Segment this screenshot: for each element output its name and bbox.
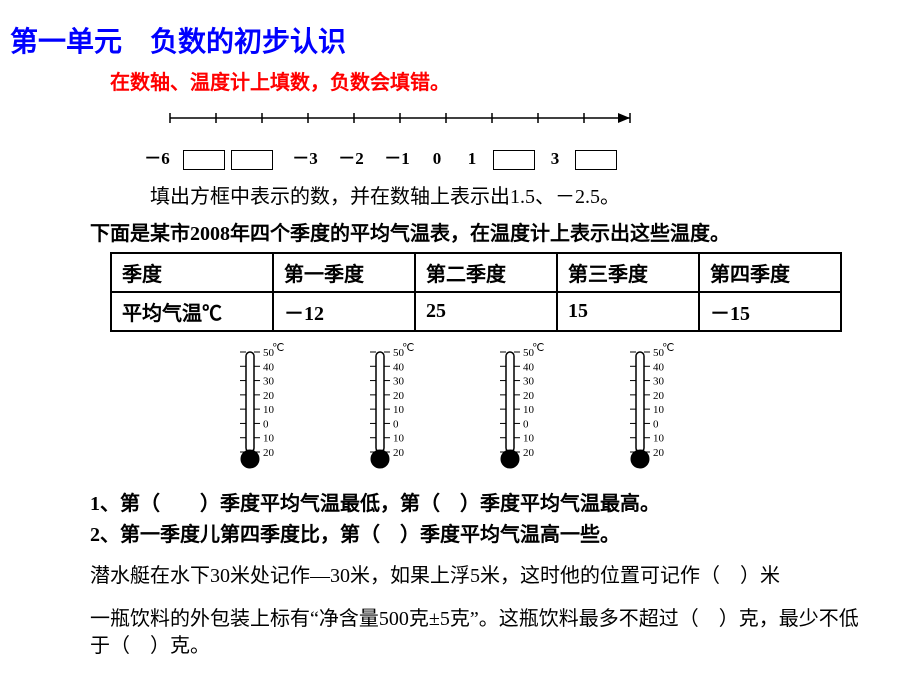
table-cell: 25 xyxy=(415,292,557,331)
table-cell: 第一季度 xyxy=(273,253,415,292)
svg-text:50: 50 xyxy=(393,347,405,359)
svg-text:0: 0 xyxy=(263,419,269,431)
table-cell: 第四季度 xyxy=(699,253,841,292)
number-line xyxy=(150,103,910,138)
svg-text:10: 10 xyxy=(393,404,405,416)
svg-text:0: 0 xyxy=(523,419,529,431)
paragraph-submarine: 潜水艇在水下30米处记作—30米，如果上浮5米，这时他的位置可记作（ ）米 xyxy=(90,563,870,590)
table-cell: 平均气温℃ xyxy=(111,292,273,331)
svg-text:20: 20 xyxy=(523,390,535,402)
table-cell: －12 xyxy=(273,292,415,331)
svg-text:30: 30 xyxy=(263,376,275,388)
table-cell: 第三季度 xyxy=(557,253,699,292)
svg-text:40: 40 xyxy=(263,361,275,373)
table-cell: 15 xyxy=(557,292,699,331)
svg-text:20: 20 xyxy=(393,447,405,459)
svg-text:10: 10 xyxy=(393,433,405,445)
svg-text:40: 40 xyxy=(653,361,665,373)
svg-text:50: 50 xyxy=(263,347,275,359)
svg-text:20: 20 xyxy=(263,390,275,402)
table-cell: －15 xyxy=(699,292,841,331)
svg-text:10: 10 xyxy=(263,404,275,416)
svg-text:10: 10 xyxy=(523,433,535,445)
thermometers: ℃504030201001020℃504030201001020℃5040302… xyxy=(220,342,910,477)
svg-text:10: 10 xyxy=(653,404,665,416)
temperature-table: 季度第一季度第二季度第三季度第四季度平均气温℃－122515－15 xyxy=(110,252,842,332)
svg-text:0: 0 xyxy=(653,419,659,431)
table-cell: 季度 xyxy=(111,253,273,292)
svg-text:20: 20 xyxy=(263,447,275,459)
svg-text:20: 20 xyxy=(653,390,665,402)
svg-text:50: 50 xyxy=(653,347,665,359)
question-1: 1、第（ ）季度平均气温最低，第（ ）季度平均气温最高。 xyxy=(90,487,910,516)
number-line-labels: －6－3－2－1013 xyxy=(134,144,910,170)
svg-text:10: 10 xyxy=(523,404,535,416)
svg-text:10: 10 xyxy=(263,433,275,445)
svg-text:40: 40 xyxy=(393,361,405,373)
svg-text:20: 20 xyxy=(653,447,665,459)
table-cell: 第二季度 xyxy=(415,253,557,292)
numberline-caption: 填出方框中表示的数，并在数轴上表示出1.5、－2.5。 xyxy=(150,180,910,209)
question-2: 2、第一季度儿第四季度比，第（ ）季度平均气温高一些。 xyxy=(90,518,910,547)
paragraph-bottle: 一瓶饮料的外包装上标有“净含量500克±5克”。这瓶饮料最多不超过（ ）克，最少… xyxy=(90,606,870,660)
svg-text:30: 30 xyxy=(653,376,665,388)
svg-text:40: 40 xyxy=(523,361,535,373)
warning-subtitle: 在数轴、温度计上填数，负数会填错。 xyxy=(110,66,910,95)
table-instruction: 下面是某市2008年四个季度的平均气温表，在温度计上表示出这些温度。 xyxy=(90,217,910,246)
svg-text:10: 10 xyxy=(653,433,665,445)
svg-text:20: 20 xyxy=(393,390,405,402)
svg-text:50: 50 xyxy=(523,347,535,359)
svg-text:30: 30 xyxy=(393,376,405,388)
unit-title: 第一单元 负数的初步认识 xyxy=(10,20,910,60)
svg-text:20: 20 xyxy=(523,447,535,459)
svg-text:0: 0 xyxy=(393,419,399,431)
svg-text:30: 30 xyxy=(523,376,535,388)
